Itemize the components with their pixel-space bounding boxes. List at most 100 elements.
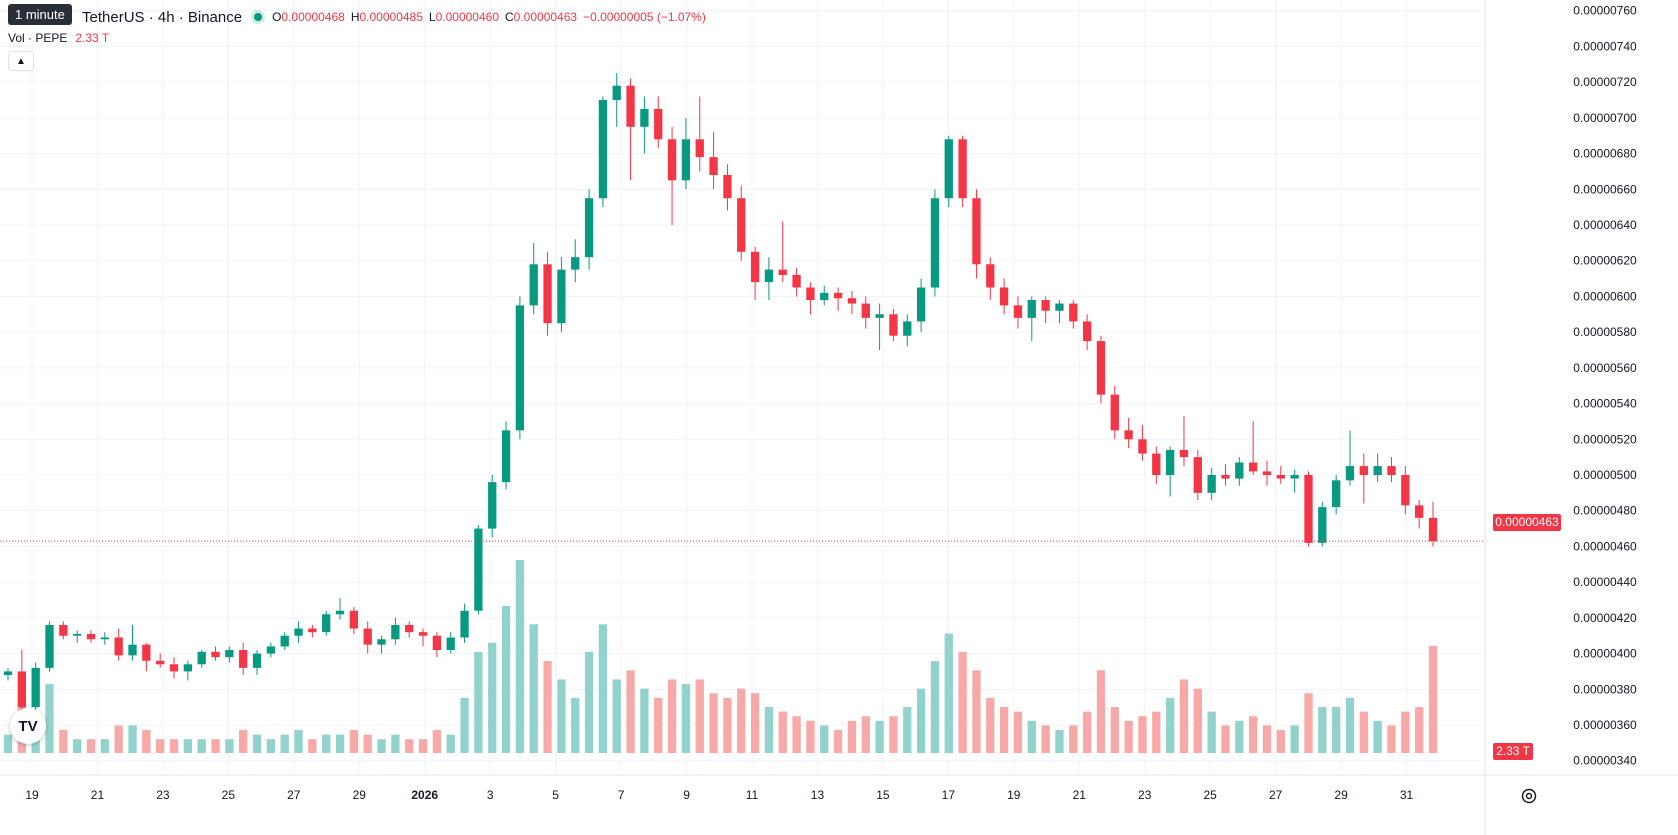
volume-bar — [501, 605, 511, 753]
collapse-legend-button[interactable]: ▲ — [8, 51, 34, 71]
volume-bar — [654, 697, 663, 753]
volume-bar — [557, 679, 566, 753]
candle-body — [1138, 439, 1147, 454]
candle-body — [750, 251, 760, 283]
volume-bar — [972, 670, 981, 753]
y-tick-label: 0.00000500 — [1573, 468, 1637, 482]
candle-body — [1373, 466, 1382, 475]
candle-body — [598, 100, 608, 199]
candle-body — [986, 264, 995, 288]
candle-body — [737, 198, 746, 252]
current-price-badge: 0.00000463 — [1493, 514, 1561, 531]
low-value: L0.00000460 — [428, 10, 499, 24]
candle-body — [391, 625, 400, 640]
candle-body — [903, 321, 912, 336]
y-tick-label: 0.00000340 — [1573, 754, 1637, 768]
y-tick-label: 0.00000640 — [1573, 218, 1637, 232]
y-tick-label: 0.00000440 — [1573, 575, 1637, 589]
volume-bar — [529, 624, 538, 753]
gear-icon[interactable] — [1519, 786, 1539, 806]
x-tick-label: 21 — [1073, 788, 1087, 802]
x-tick-label: 27 — [287, 788, 301, 802]
symbol-title[interactable]: TetherUS · 4h · Binance — [82, 8, 243, 26]
candle-body — [280, 635, 289, 647]
time-axis[interactable]: 19 21 23 25 27 29 2026 3 5 7 9 11 13 15 17 19 21 23 25 27 29… — [25, 788, 1413, 802]
current-volume-badge: 2.33 T — [1493, 743, 1533, 760]
candle-body — [1124, 430, 1133, 440]
candle-body — [612, 85, 621, 100]
candle-body — [1345, 466, 1355, 481]
volume-bar — [778, 711, 787, 753]
x-tick-label: 11 — [746, 788, 759, 802]
volume-bar — [86, 739, 96, 753]
candle-body — [266, 646, 276, 654]
volume-bar — [1332, 707, 1341, 753]
tradingview-logo-icon[interactable]: TV — [10, 708, 46, 744]
volume-bar — [806, 720, 815, 753]
candle-body — [1304, 475, 1313, 543]
candle-body — [1027, 300, 1036, 318]
candle-body — [142, 644, 151, 661]
y-tick-label: 0.00000380 — [1573, 682, 1637, 696]
y-tick-label: 0.00000760 — [1573, 4, 1637, 18]
candle-body — [156, 660, 165, 665]
x-tick-label: 25 — [222, 788, 236, 802]
volume-bar — [1304, 693, 1313, 753]
y-tick-label: 0.00000740 — [1573, 39, 1637, 53]
x-tick-label: 19 — [1007, 788, 1021, 802]
candle-body — [875, 314, 884, 318]
y-tick-label: 0.00000680 — [1573, 147, 1637, 161]
volume-bar — [543, 661, 552, 753]
high-value: H0.00000485 — [350, 10, 423, 24]
volume-bar — [875, 720, 884, 753]
chevron-up-icon: ▲ — [16, 55, 26, 67]
volume-bar — [1276, 730, 1285, 753]
candle-body — [723, 175, 732, 199]
volume-bar — [681, 684, 691, 753]
candle-body — [17, 671, 26, 708]
volume-bar — [335, 734, 345, 753]
volume-bar — [391, 734, 400, 753]
candle-body — [1290, 475, 1299, 479]
volume-bar — [833, 730, 843, 753]
price-axis[interactable]: 0.00000760 0.00000740 0.00000720 0.00000700… — [1573, 4, 1637, 768]
volume-bar — [169, 739, 179, 753]
candle-body — [681, 139, 691, 181]
volume-bar — [1235, 720, 1244, 753]
volume-bar — [916, 688, 926, 753]
volume-bar — [363, 734, 372, 753]
candle-body — [792, 275, 801, 288]
volume-bar — [3, 734, 13, 753]
y-tick-label: 0.00000660 — [1573, 182, 1637, 196]
y-tick-label: 0.00000560 — [1573, 361, 1637, 375]
volume-bar — [847, 720, 857, 753]
volume-bar — [114, 725, 123, 753]
candle-body — [944, 139, 953, 199]
candle-body — [322, 614, 331, 633]
volume-bar — [252, 734, 262, 753]
candle-body — [695, 139, 704, 158]
volume-bar — [1345, 697, 1355, 753]
volume-bar — [294, 730, 303, 753]
x-tick-label: 13 — [811, 788, 825, 802]
volume-bar — [612, 679, 621, 753]
volume-bar — [792, 716, 801, 753]
candle-body — [930, 198, 940, 288]
x-tick-label: 2026 — [411, 788, 438, 802]
candle-body — [515, 305, 525, 431]
volume-bar — [1401, 711, 1410, 753]
x-tick-label: 31 — [1400, 788, 1414, 802]
volume-bar — [1428, 645, 1438, 753]
candle-body — [709, 157, 718, 175]
volume-bar — [930, 661, 940, 753]
candle-body — [225, 650, 234, 658]
x-tick-label: 3 — [487, 788, 494, 802]
candle-body — [3, 671, 13, 675]
volume-bar — [1318, 707, 1327, 753]
candle-body — [1055, 303, 1064, 311]
y-tick-label: 0.00000620 — [1573, 254, 1637, 268]
volume-bar — [1373, 720, 1382, 753]
x-tick-label: 21 — [91, 788, 105, 802]
